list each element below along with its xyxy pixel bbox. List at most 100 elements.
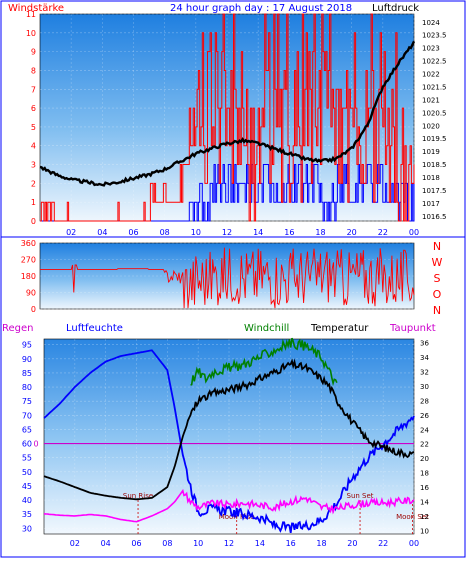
pressure-y-tick: 1017 [422, 200, 440, 208]
wind-x-tick: 02 [66, 228, 76, 237]
temperature-humidity-chart: Sun Rise Sun Set Moon Rise Moon Set 30 35 40 4… [22, 337, 429, 548]
humidity-y-tick: 70 [22, 411, 32, 420]
pressure-y-tick: 1018.5 [422, 161, 447, 169]
humidity-y-tick: 55 [22, 454, 32, 463]
temperature-x-tick: 08 [162, 539, 172, 548]
temperature-y-tick: 14 [420, 499, 429, 507]
header-temperatur: Temperatur [310, 323, 369, 334]
pressure-y-tick: 1022 [422, 71, 440, 79]
temperature-y-tick: 12 [420, 513, 429, 521]
wind-x-tick: 08 [160, 228, 170, 237]
humidity-y-tick: 85 [22, 369, 32, 378]
event-label: Sun Rise [123, 492, 153, 500]
wind-x-tick: 16 [284, 228, 294, 237]
pressure-y-tick: 1024 [422, 19, 440, 27]
pressure-y-tick: 1023 [422, 45, 440, 53]
wind-direction-series [40, 247, 415, 309]
pressure-y-tick: 1020.5 [422, 109, 447, 117]
humidity-y-tick: 45 [22, 482, 32, 491]
humidity-y-tick: 90 [22, 355, 32, 364]
wind-series [40, 13, 415, 222]
direction-y-tick: 180 [21, 272, 36, 281]
wind-y-tick: 10 [26, 29, 36, 38]
humidity-y-tick: 30 [22, 524, 32, 533]
wind-y-tick: 0 [31, 217, 36, 226]
wind-x-tick: 22 [378, 228, 388, 237]
temperature-y-tick: 22 [420, 441, 429, 449]
humidity-line [43, 349, 415, 534]
header-taupunkt: Taupunkt [389, 323, 436, 334]
direction-y-tick: 270 [21, 256, 36, 265]
rain-y-tick: 0 [33, 440, 38, 449]
temperature-humidity-series [43, 337, 415, 534]
wind-y-axis-ticks: 0 1 2 3 4 5 6 7 8 9 10 11 [26, 10, 36, 226]
temperature-x-tick: 16 [286, 539, 296, 548]
wind-y-tick: 5 [31, 123, 36, 132]
temperature-y-tick: 18 [420, 470, 429, 478]
bottom-panel-frame [0, 236, 466, 558]
direction-y-tick: 90 [26, 289, 36, 298]
humidity-y-axis-ticks: 30 35 40 45 50 55 60 65 70 75 80 85 90 95 0 [22, 341, 39, 534]
wind-y-tick: 2 [31, 179, 36, 188]
temperature-humidity-plot-area [43, 338, 415, 535]
compass-label: N [433, 304, 441, 317]
temperature-x-tick: 00 [409, 539, 419, 548]
temperature-x-tick: 04 [101, 539, 111, 548]
humidity-y-tick: 95 [22, 341, 32, 350]
direction-line [40, 247, 415, 309]
temperature-y-tick: 16 [420, 484, 429, 492]
temperature-y-tick: 30 [420, 383, 429, 391]
compass-label: S [434, 272, 441, 285]
compass-label: O [433, 288, 442, 301]
humidity-y-tick: 35 [22, 510, 32, 519]
wind-y-tick: 6 [31, 104, 36, 113]
wind-y-tick: 8 [31, 66, 36, 75]
event-label: Moon Rise [219, 513, 255, 521]
temperature-humidity-grid [44, 339, 415, 534]
pressure-y-axis-ticks: 1016.5 1017 1017.5 1018 1018.5 1019 1019.5 1020… [422, 19, 447, 221]
temperature-y-tick: 32 [420, 369, 429, 377]
event-label: Sun Set [347, 492, 374, 500]
humidity-y-tick: 60 [22, 440, 32, 449]
wind-y-tick: 3 [31, 161, 36, 170]
wind-y-tick: 7 [31, 85, 36, 94]
wind-x-tick: 10 [191, 228, 201, 237]
humidity-y-tick: 65 [22, 425, 32, 434]
pressure-y-tick: 1019.5 [422, 135, 447, 143]
temperature-x-tick: 12 [224, 539, 234, 548]
header-luftdruck: Luftdruck [372, 3, 419, 14]
event-label: Moon Set [396, 513, 429, 521]
temperature-x-tick: 18 [316, 539, 326, 548]
temperature-line [43, 358, 415, 501]
temperature-x-tick: 06 [131, 539, 141, 548]
temperature-y-tick: 24 [420, 426, 429, 434]
direction-y-tick: 360 [21, 239, 36, 248]
compass-label: N [433, 240, 441, 253]
wind-x-tick: 14 [253, 228, 263, 237]
temperature-x-tick: 10 [193, 539, 203, 548]
wind-y-tick: 9 [31, 48, 36, 57]
pressure-y-tick: 1019 [422, 148, 440, 156]
humidity-y-tick: 80 [22, 383, 32, 392]
temperature-x-tick: 14 [255, 539, 265, 548]
direction-y-tick: 0 [31, 305, 36, 314]
humidity-y-tick: 50 [22, 468, 32, 477]
pressure-line [39, 40, 416, 187]
wind-x-tick: 12 [222, 228, 232, 237]
pressure-y-tick: 1021 [422, 96, 440, 104]
wind-y-tick: 1 [31, 198, 36, 207]
windchill-line [190, 337, 338, 387]
temperature-x-axis-ticks: 02 04 06 08 10 12 14 16 18 20 22 00 [70, 539, 419, 548]
wind-x-tick: 18 [315, 228, 325, 237]
wind-line [40, 13, 415, 222]
pressure-y-tick: 1022.5 [422, 58, 447, 66]
temperature-y-tick: 26 [420, 412, 429, 420]
header-windstaerke: Windstärke [8, 3, 64, 14]
header-regen: Regen [2, 323, 34, 334]
pressure-y-tick: 1017.5 [422, 187, 447, 195]
humidity-y-tick: 75 [22, 397, 32, 406]
